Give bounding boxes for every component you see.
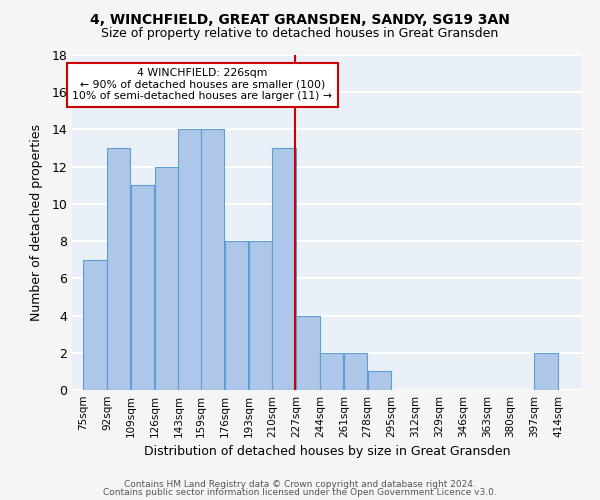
Bar xyxy=(248,241,272,390)
Bar xyxy=(83,260,107,390)
Bar xyxy=(155,166,178,390)
Bar xyxy=(201,130,224,390)
Text: 4, WINCHFIELD, GREAT GRANSDEN, SANDY, SG19 3AN: 4, WINCHFIELD, GREAT GRANSDEN, SANDY, SG… xyxy=(90,12,510,26)
Bar xyxy=(225,241,248,390)
Text: Size of property relative to detached houses in Great Gransden: Size of property relative to detached ho… xyxy=(101,28,499,40)
Bar xyxy=(131,186,154,390)
Bar xyxy=(344,353,367,390)
Text: Contains public sector information licensed under the Open Government Licence v3: Contains public sector information licen… xyxy=(103,488,497,497)
Bar xyxy=(107,148,130,390)
Text: 4 WINCHFIELD: 226sqm
← 90% of detached houses are smaller (100)
10% of semi-deta: 4 WINCHFIELD: 226sqm ← 90% of detached h… xyxy=(73,68,332,101)
Bar xyxy=(368,372,391,390)
Bar xyxy=(272,148,296,390)
X-axis label: Distribution of detached houses by size in Great Gransden: Distribution of detached houses by size … xyxy=(144,446,510,458)
Text: Contains HM Land Registry data © Crown copyright and database right 2024.: Contains HM Land Registry data © Crown c… xyxy=(124,480,476,489)
Bar xyxy=(320,353,343,390)
Bar xyxy=(535,353,558,390)
Bar xyxy=(178,130,202,390)
Bar xyxy=(296,316,320,390)
Y-axis label: Number of detached properties: Number of detached properties xyxy=(30,124,43,321)
